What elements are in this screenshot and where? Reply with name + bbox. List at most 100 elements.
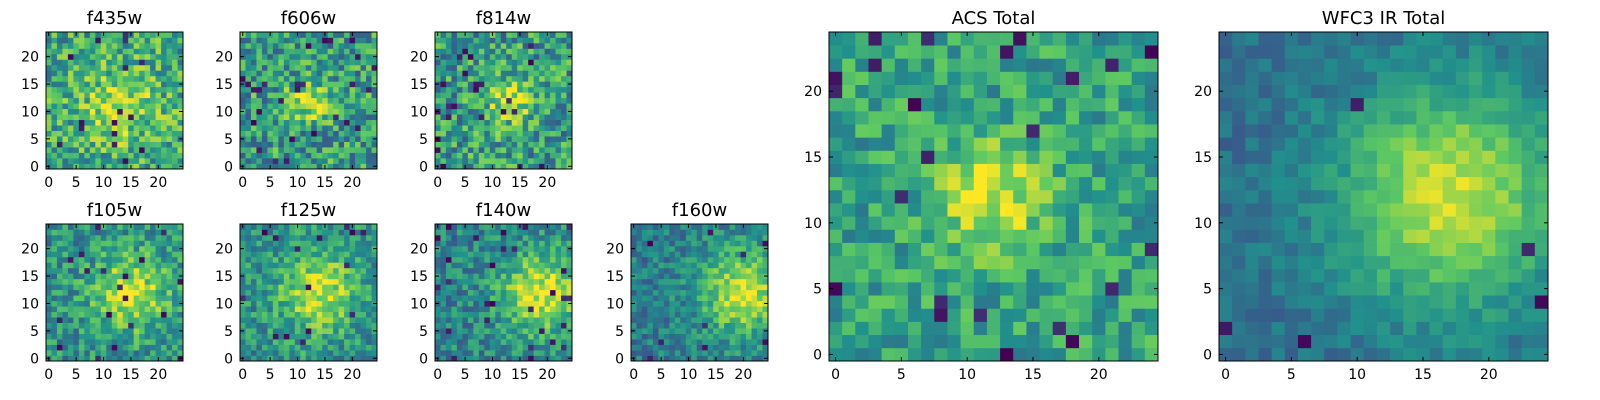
heatmap-cell [669, 251, 676, 258]
heatmap-cell [95, 53, 102, 60]
heatmap-cell [333, 240, 339, 247]
heatmap-cell [327, 251, 334, 258]
heatmap-cell [894, 255, 909, 270]
heatmap-cell [550, 322, 556, 329]
y-tick-label: 0 [30, 159, 39, 175]
heatmap-cell [1026, 176, 1040, 191]
heatmap-cell [349, 317, 356, 323]
heatmap-cell [150, 37, 156, 44]
heatmap-cell [106, 103, 113, 110]
heatmap-cell [658, 339, 665, 345]
heatmap-cell [78, 311, 85, 318]
heatmap-cell [511, 37, 518, 44]
heatmap-cell [267, 262, 274, 269]
heatmap-cell [73, 256, 80, 263]
heatmap-cell [73, 103, 80, 110]
heatmap-cell [289, 311, 296, 318]
heatmap-cell [544, 273, 551, 280]
heatmap-cell [489, 147, 496, 153]
heatmap-cell [511, 350, 518, 356]
heatmap-cell [355, 251, 361, 258]
heatmap-cell [338, 75, 345, 82]
heatmap-cell [256, 229, 263, 236]
heatmap-cell [166, 81, 173, 88]
heatmap-cell [435, 59, 441, 66]
heatmap-cell [155, 97, 162, 104]
heatmap-cell [245, 328, 252, 334]
heatmap-cell [371, 339, 378, 345]
heatmap-cell [702, 267, 709, 274]
heatmap-cell [500, 37, 507, 44]
heatmap-cell [1052, 321, 1067, 336]
heatmap-cell [283, 317, 290, 323]
heatmap-cell [62, 114, 69, 121]
heatmap-cell [355, 59, 361, 66]
heatmap-cell [1013, 295, 1027, 309]
heatmap-cell [947, 163, 961, 178]
heatmap-cell [144, 92, 151, 99]
heatmap-cell [371, 267, 378, 274]
heatmap-cell [278, 59, 285, 66]
heatmap-cell [150, 240, 156, 247]
heatmap-cell [344, 317, 350, 323]
heatmap-cell [360, 86, 367, 93]
heatmap-cell [907, 242, 922, 257]
heatmap-cell [172, 97, 178, 104]
heatmap-cell [473, 130, 480, 137]
heatmap-cell [907, 216, 922, 230]
heatmap-cell [51, 224, 58, 230]
heatmap-cell [462, 75, 469, 82]
heatmap-cell [344, 92, 350, 99]
heatmap-cell [1052, 189, 1067, 204]
heatmap-cell [647, 245, 654, 252]
heatmap-cell [177, 64, 184, 71]
heatmap-cell [261, 32, 268, 38]
heatmap-cell [544, 229, 551, 236]
heatmap-cell [680, 300, 687, 307]
heatmap-cell [366, 75, 372, 82]
heatmap-cell [445, 103, 452, 110]
heatmap-cell [338, 97, 345, 104]
heatmap-cell [1079, 203, 1093, 217]
heatmap-cell [117, 86, 124, 93]
heatmap-cell [680, 229, 687, 236]
heatmap-cell [289, 32, 296, 38]
heatmap-cell [544, 350, 551, 356]
heatmap-cell [495, 130, 502, 137]
heatmap-cell [445, 70, 452, 77]
heatmap-cell [451, 48, 458, 55]
heatmap-cell [484, 59, 491, 66]
heatmap-cell [718, 355, 725, 362]
heatmap-cell [117, 306, 124, 313]
heatmap-cell [506, 245, 513, 252]
heatmap-cell [311, 158, 318, 164]
heatmap-cell [139, 70, 145, 77]
heatmap-cell [155, 48, 162, 55]
heatmap-cell [338, 273, 345, 280]
heatmap-cell [305, 136, 312, 142]
heatmap-cell [517, 289, 524, 296]
heatmap-cell [245, 70, 252, 77]
heatmap-cell [762, 333, 769, 340]
heatmap-cell [735, 339, 741, 345]
heatmap-cell [240, 317, 246, 323]
heatmap-cell [1105, 347, 1119, 362]
heatmap-cell [133, 70, 140, 77]
heatmap-cell [155, 284, 162, 291]
heatmap-cell [322, 322, 329, 329]
heatmap-cell [740, 328, 747, 334]
heatmap-cell [757, 284, 763, 291]
heatmap-cell [456, 229, 463, 236]
heatmap-cell [1039, 268, 1054, 283]
heatmap-cell [986, 347, 1001, 362]
heatmap-cell [641, 289, 648, 296]
heatmap-cell [685, 284, 692, 291]
heatmap-cell [360, 136, 367, 142]
heatmap-cell [696, 240, 703, 247]
heatmap-cell [349, 59, 356, 66]
heatmap-cell [522, 48, 529, 55]
heatmap-cell [473, 350, 480, 356]
heatmap-cell [478, 224, 485, 230]
heatmap-cell [289, 103, 296, 110]
heatmap-cell [1052, 268, 1067, 283]
